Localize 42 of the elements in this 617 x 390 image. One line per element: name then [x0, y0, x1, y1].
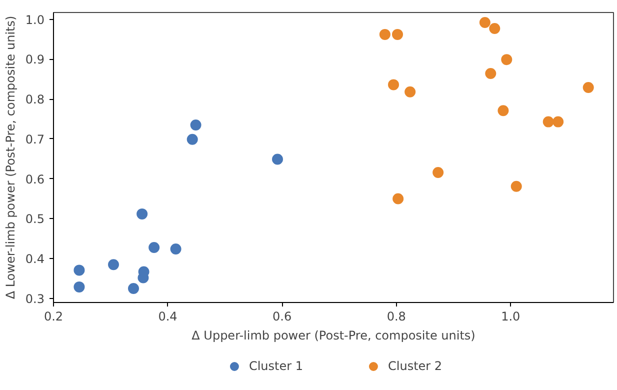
- point: [479, 16, 490, 28]
- y-tick-label: 0.5: [25, 212, 45, 226]
- point: [272, 154, 283, 165]
- y-tick-label: 0.6: [25, 172, 45, 186]
- point: [498, 105, 509, 116]
- y-axis-title: Δ Lower-limb power (Post-Pre, composite units): [3, 16, 18, 300]
- y-tick-label: 0.7: [25, 132, 45, 146]
- point: [510, 180, 522, 192]
- point: [170, 244, 182, 255]
- point: [148, 242, 160, 253]
- point: [432, 166, 444, 178]
- point: [74, 264, 85, 276]
- x-tick-label: 0.4: [158, 310, 178, 324]
- point: [128, 283, 139, 294]
- point: [404, 86, 416, 98]
- y-tick-label: 0.9: [25, 52, 45, 67]
- point: [542, 116, 554, 128]
- x-tick-label: 0.2: [44, 310, 64, 324]
- x-tick-label: 0.8: [386, 310, 406, 324]
- point: [582, 82, 594, 93]
- point: [501, 54, 512, 66]
- point: [136, 208, 148, 220]
- point: [74, 281, 85, 292]
- point: [186, 134, 198, 145]
- point: [379, 28, 390, 40]
- point: [388, 79, 399, 90]
- y-tick-label: 0.3: [25, 292, 45, 306]
- point: [392, 193, 404, 204]
- point: [392, 28, 403, 40]
- legend-label: Cluster 1: [248, 359, 303, 373]
- point: [190, 120, 202, 130]
- x-axis-title: Δ Upper-limb power (Post-Pre, composite units): [192, 328, 476, 342]
- x-tick-label: 1.0: [501, 310, 520, 324]
- point: [485, 68, 496, 80]
- point: [108, 259, 119, 270]
- y-tick-label: 0.8: [25, 92, 45, 107]
- point: [489, 22, 500, 34]
- point: [552, 116, 564, 128]
- x-tick-label: 0.6: [272, 310, 292, 324]
- y-tick-label: 1.0: [25, 12, 45, 27]
- y-tick-label: 0.4: [25, 252, 45, 266]
- legend-label: Cluster 2: [388, 359, 442, 373]
